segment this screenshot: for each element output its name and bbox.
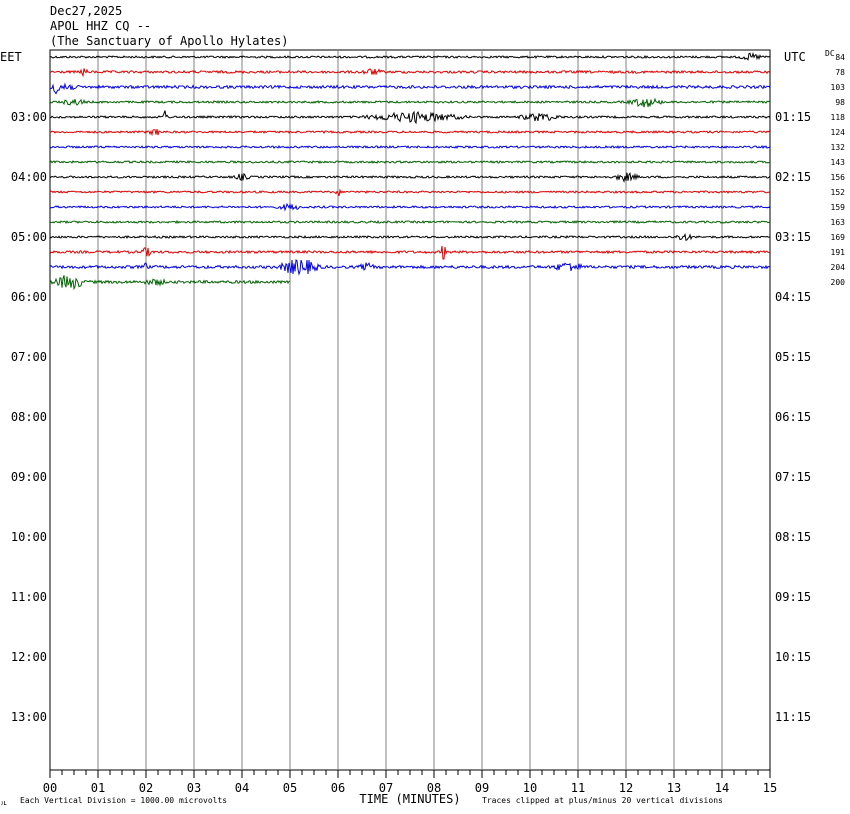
left-hour-label: 05:00 bbox=[11, 230, 47, 244]
trace-line-red bbox=[49, 68, 771, 78]
x-tick-label: 00 bbox=[43, 781, 57, 795]
right-hour-label: 09:15 bbox=[775, 590, 811, 604]
right-hour-label: 08:15 bbox=[775, 530, 811, 544]
x-tick-label: 15 bbox=[763, 781, 777, 795]
dc-value-label: 78 bbox=[835, 68, 845, 77]
right-hour-label: 04:15 bbox=[775, 290, 811, 304]
x-tick-label: 10 bbox=[523, 781, 537, 795]
trace-line-blue bbox=[49, 82, 771, 95]
x-tick-label: 14 bbox=[715, 781, 729, 795]
dc-value-label: 152 bbox=[831, 188, 846, 197]
left-hour-label: 07:00 bbox=[11, 350, 47, 364]
trace-line-green bbox=[49, 219, 771, 225]
dc-value-label: 156 bbox=[831, 173, 846, 182]
right-hour-label: 07:15 bbox=[775, 470, 811, 484]
dc-value-label: 163 bbox=[831, 218, 846, 227]
x-tick-label: 02 bbox=[139, 781, 153, 795]
left-hour-label: 06:00 bbox=[11, 290, 47, 304]
right-hour-label: 06:15 bbox=[775, 410, 811, 424]
plot-station: APOL HHZ CQ -- bbox=[50, 19, 152, 33]
dc-value-label: 143 bbox=[831, 158, 846, 167]
trace-line-black bbox=[49, 51, 771, 61]
trace-line-black bbox=[49, 232, 771, 241]
trace-line-blue bbox=[49, 259, 771, 276]
trace-line-blue bbox=[49, 202, 771, 212]
dc-value-label: 118 bbox=[831, 113, 846, 122]
dc-value-label: 98 bbox=[835, 98, 845, 107]
trace-line-green bbox=[49, 159, 771, 165]
right-hour-label: 03:15 bbox=[775, 230, 811, 244]
left-hour-label: 04:00 bbox=[11, 170, 47, 184]
trace-line-green bbox=[49, 275, 291, 291]
left-hour-label: 13:00 bbox=[11, 710, 47, 724]
dc-value-label: 169 bbox=[831, 233, 846, 242]
x-tick-label: 13 bbox=[667, 781, 681, 795]
x-tick-label: 08 bbox=[427, 781, 441, 795]
left-axis-label: EET bbox=[0, 50, 22, 64]
x-tick-label: 03 bbox=[187, 781, 201, 795]
left-hour-label: 03:00 bbox=[11, 110, 47, 124]
dc-value-label: 103 bbox=[831, 83, 846, 92]
dc-value-label: 204 bbox=[831, 263, 846, 272]
x-tick-label: 11 bbox=[571, 781, 585, 795]
dc-value-label: 124 bbox=[831, 128, 846, 137]
x-tick-label: 01 bbox=[91, 781, 105, 795]
dc-value-label: 159 bbox=[831, 203, 846, 212]
trace-line-red bbox=[49, 245, 771, 260]
trace-line-blue bbox=[49, 144, 771, 150]
x-tick-label: 06 bbox=[331, 781, 345, 795]
left-hour-label: 12:00 bbox=[11, 650, 47, 664]
x-tick-label: 07 bbox=[379, 781, 393, 795]
right-hour-label: 02:15 bbox=[775, 170, 811, 184]
left-hour-label: 10:00 bbox=[11, 530, 47, 544]
plot-site: (The Sanctuary of Apollo Hylates) bbox=[50, 34, 289, 48]
right-hour-label: 05:15 bbox=[775, 350, 811, 364]
dc-value-label: 191 bbox=[831, 248, 846, 257]
left-hour-label: 11:00 bbox=[11, 590, 47, 604]
x-tick-label: 12 bbox=[619, 781, 633, 795]
clip-note: Traces clipped at plus/minus 20 vertical… bbox=[482, 796, 723, 805]
dc-header-label: DC bbox=[825, 49, 835, 58]
scale-note: Each Vertical Division = 1000.00 microvo… bbox=[20, 796, 228, 805]
left-hour-label: 09:00 bbox=[11, 470, 47, 484]
trace-line-red bbox=[49, 188, 771, 197]
trace-line-red bbox=[49, 129, 771, 137]
left-hour-label: 08:00 bbox=[11, 410, 47, 424]
plot-frame bbox=[49, 49, 771, 771]
trace-line-black bbox=[49, 110, 771, 125]
dc-value-label: 200 bbox=[831, 278, 846, 287]
right-axis-label: UTC bbox=[784, 50, 806, 64]
right-hour-label: 10:15 bbox=[775, 650, 811, 664]
dc-value-label: 84 bbox=[835, 53, 845, 62]
x-tick-label: 05 bbox=[283, 781, 297, 795]
x-tick-label: 09 bbox=[475, 781, 489, 795]
corner-mark: ᴊʟ bbox=[1, 799, 8, 807]
trace-line-green bbox=[49, 97, 771, 108]
dc-value-label: 132 bbox=[831, 143, 846, 152]
x-axis-label: TIME (MINUTES) bbox=[359, 792, 460, 806]
right-hour-label: 11:15 bbox=[775, 710, 811, 724]
right-hour-label: 01:15 bbox=[775, 110, 811, 124]
trace-line-black bbox=[49, 172, 771, 183]
plot-date: Dec27,2025 bbox=[50, 4, 123, 18]
x-tick-label: 04 bbox=[235, 781, 249, 795]
